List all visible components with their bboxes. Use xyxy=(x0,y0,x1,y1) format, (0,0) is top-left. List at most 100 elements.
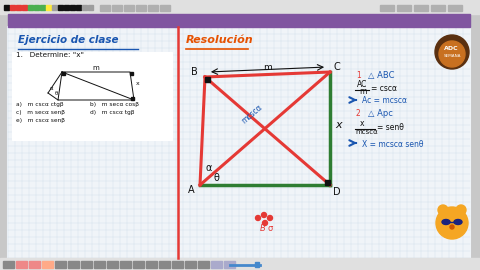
Text: c)   m secα senβ: c) m secα senβ xyxy=(16,110,65,115)
Bar xyxy=(10,5,15,10)
Bar xyxy=(380,5,394,11)
Bar xyxy=(55,261,66,268)
Bar xyxy=(198,261,209,268)
Circle shape xyxy=(456,205,466,215)
Bar xyxy=(211,261,222,268)
Bar xyxy=(448,5,462,11)
Circle shape xyxy=(262,212,266,218)
Bar xyxy=(325,180,330,185)
Bar xyxy=(4,5,9,10)
Bar xyxy=(133,261,144,268)
Bar xyxy=(16,5,21,10)
Bar xyxy=(12,52,172,140)
Bar xyxy=(131,97,134,100)
Circle shape xyxy=(436,207,468,239)
Circle shape xyxy=(435,35,469,69)
Bar xyxy=(88,5,93,10)
Circle shape xyxy=(450,225,454,229)
Text: m: m xyxy=(264,63,272,72)
Bar xyxy=(0,258,480,270)
Bar xyxy=(76,5,81,10)
Bar xyxy=(112,5,122,11)
Text: σ: σ xyxy=(267,224,272,233)
Bar xyxy=(3,261,14,268)
Bar xyxy=(0,0,480,14)
Bar xyxy=(148,5,158,11)
Bar xyxy=(107,261,118,268)
Bar xyxy=(224,261,235,268)
Bar xyxy=(68,261,79,268)
Text: x: x xyxy=(136,81,140,86)
Text: △ ABC: △ ABC xyxy=(368,71,395,80)
Bar xyxy=(160,5,170,11)
Bar xyxy=(34,5,39,10)
Text: 1: 1 xyxy=(356,71,361,80)
Bar xyxy=(28,5,33,10)
Bar xyxy=(58,5,63,10)
Circle shape xyxy=(440,211,464,235)
Bar xyxy=(22,5,27,10)
Bar xyxy=(130,72,133,75)
Bar xyxy=(100,5,110,11)
Bar xyxy=(8,14,470,27)
Text: Resolución: Resolución xyxy=(186,35,253,45)
Bar xyxy=(29,261,40,268)
Bar xyxy=(8,27,470,258)
Bar xyxy=(16,261,27,268)
Text: a)   m cscα ctgβ: a) m cscα ctgβ xyxy=(16,102,64,107)
Bar xyxy=(146,261,157,268)
Bar xyxy=(172,261,183,268)
Text: θ: θ xyxy=(214,173,220,183)
Bar xyxy=(40,5,45,10)
Text: α: α xyxy=(205,163,211,173)
Text: A: A xyxy=(188,185,194,195)
Bar xyxy=(62,72,65,75)
Bar xyxy=(82,5,87,10)
Circle shape xyxy=(263,221,267,225)
Text: d)   m cscα tgβ: d) m cscα tgβ xyxy=(90,110,134,115)
Text: θ: θ xyxy=(55,91,58,96)
Text: mcscα: mcscα xyxy=(355,129,378,135)
Text: SEMANA: SEMANA xyxy=(444,54,461,58)
Circle shape xyxy=(255,215,261,221)
Text: △ Apc: △ Apc xyxy=(368,109,393,118)
Text: 1.   Determine: "x": 1. Determine: "x" xyxy=(16,52,84,58)
Bar xyxy=(52,5,57,10)
Text: e)   m cscα senβ: e) m cscα senβ xyxy=(16,118,65,123)
Bar xyxy=(64,5,69,10)
Text: X = mcscα senθ: X = mcscα senθ xyxy=(362,140,423,149)
Text: mcscα: mcscα xyxy=(240,103,264,126)
Text: B: B xyxy=(191,67,198,77)
Bar xyxy=(136,5,146,11)
Bar xyxy=(46,5,51,10)
Text: B: B xyxy=(260,224,266,233)
Text: ADC: ADC xyxy=(444,46,458,51)
Circle shape xyxy=(438,205,448,215)
Bar xyxy=(124,5,134,11)
Bar xyxy=(255,262,259,267)
Bar xyxy=(120,261,131,268)
Bar xyxy=(205,77,210,82)
Text: Ejercicio de clase: Ejercicio de clase xyxy=(18,35,119,45)
Bar xyxy=(94,261,105,268)
Text: AC: AC xyxy=(357,80,367,89)
Text: = cscα: = cscα xyxy=(371,84,397,93)
Text: m: m xyxy=(92,65,99,71)
Text: α: α xyxy=(50,86,54,91)
Bar xyxy=(42,261,53,268)
Bar xyxy=(159,261,170,268)
Text: D: D xyxy=(333,187,341,197)
Bar xyxy=(431,5,445,11)
Ellipse shape xyxy=(442,220,450,224)
Bar xyxy=(397,5,411,11)
Text: 2: 2 xyxy=(356,109,361,118)
Bar xyxy=(70,5,75,10)
Text: x: x xyxy=(360,119,364,128)
Ellipse shape xyxy=(454,220,462,224)
Text: m: m xyxy=(359,87,366,96)
Text: Ac = mcscα: Ac = mcscα xyxy=(362,96,407,105)
Bar xyxy=(81,261,92,268)
Text: x: x xyxy=(335,120,342,130)
Circle shape xyxy=(439,41,465,67)
Bar xyxy=(185,261,196,268)
